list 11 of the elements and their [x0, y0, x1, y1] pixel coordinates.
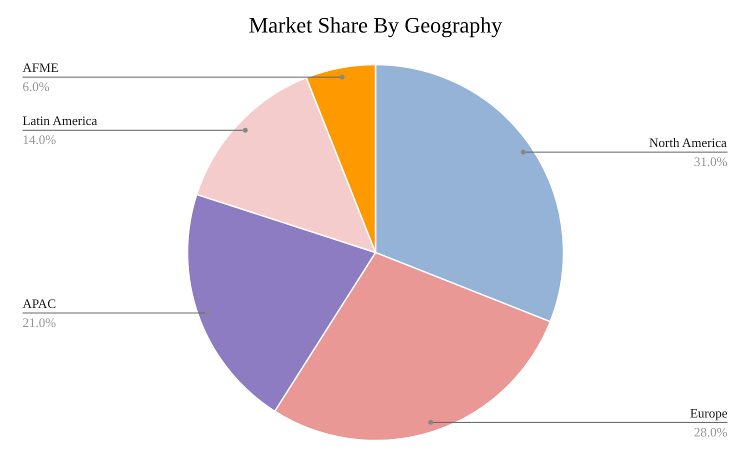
slice-label: AFME	[22, 60, 59, 76]
slice-label: APAC	[22, 296, 56, 311]
slice-label: Latin America	[22, 113, 98, 128]
slice-label: Europe	[690, 405, 728, 420]
data-label: 21.0%	[22, 315, 56, 330]
data-label: 28.0%	[694, 424, 728, 440]
data-label: 6.0%	[22, 79, 50, 94]
data-label: 14.0%	[22, 132, 56, 148]
chart-title: Market Share By Geography	[248, 12, 502, 38]
data-label: 31.0%	[694, 154, 728, 170]
slice-label: North America	[649, 135, 728, 150]
